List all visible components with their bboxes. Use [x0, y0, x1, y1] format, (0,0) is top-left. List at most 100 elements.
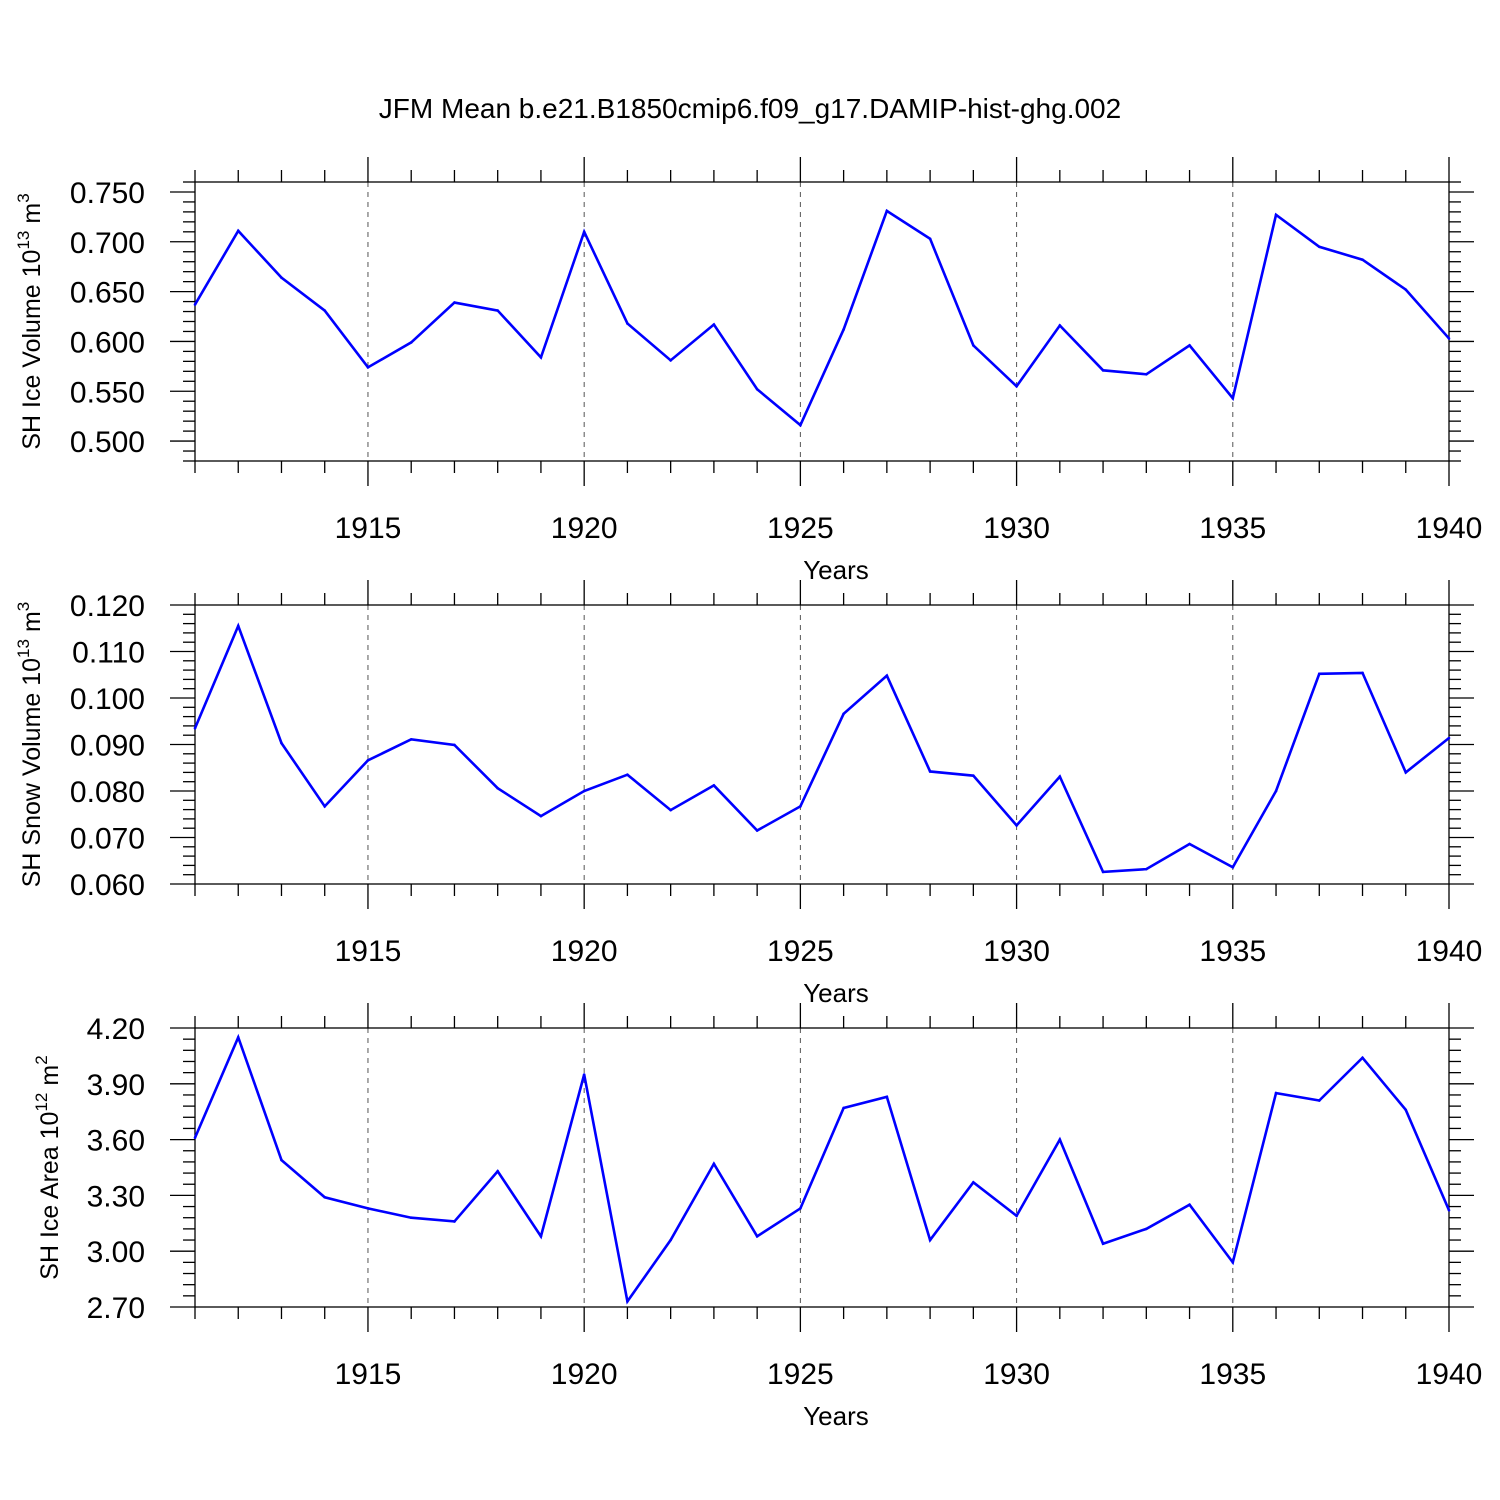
data-point — [1361, 671, 1364, 675]
y-axis-title-unit: m — [36, 1065, 64, 1086]
panel-3: 2.70 3.00 3.30 3.60 3.90 4.20 1915 1920 1925 1930… — [32, 1003, 1482, 1431]
y-tick-label: 0.060 — [70, 869, 145, 902]
data-point — [539, 1235, 543, 1238]
data-point — [1015, 824, 1018, 827]
data-point — [1145, 373, 1148, 376]
data-point — [1447, 736, 1451, 740]
y-tick-label: 2.70 — [87, 1292, 145, 1325]
plot-frame — [194, 1027, 1450, 1308]
x-axis-title: Years — [803, 978, 869, 1008]
data-point — [669, 808, 672, 812]
y-axis-title: SH Snow Volume 1013 m3 — [14, 602, 46, 888]
data-point — [453, 301, 456, 304]
data-point — [1317, 672, 1321, 676]
data-point — [453, 743, 456, 747]
data-point — [236, 1036, 240, 1039]
data-point — [453, 1220, 456, 1223]
data-point — [1231, 865, 1235, 869]
x-tick-label: 1935 — [1199, 512, 1266, 545]
panels: 0.500 0.550 0.600 0.650 0.700 0.750 1915 1920 19… — [14, 157, 1482, 1431]
data-point — [885, 1095, 889, 1099]
y-tick-label: 0.070 — [70, 823, 145, 856]
data-point — [626, 773, 629, 777]
data-point — [1361, 258, 1364, 262]
data-point — [409, 1216, 413, 1220]
y-tick-label: 0.600 — [70, 326, 145, 359]
y-axis-title: SH Ice Area 1012 m2 — [32, 1055, 64, 1279]
data-point — [928, 1238, 932, 1242]
x-tick-label: 1915 — [335, 512, 402, 545]
data-point — [366, 1207, 370, 1210]
data-point — [1145, 1227, 1148, 1231]
data-point — [972, 344, 975, 347]
x-axis-title: Years — [803, 1401, 869, 1431]
data-point — [842, 328, 845, 331]
data-point — [1274, 213, 1278, 217]
y-tick-label: 3.30 — [87, 1180, 145, 1213]
x-tick-label: 1935 — [1199, 935, 1266, 968]
y-tick-label: 0.750 — [70, 177, 145, 210]
data-point — [582, 789, 586, 793]
x-tick-label: 1915 — [335, 935, 402, 968]
y-tick-label: 0.120 — [70, 590, 145, 623]
x-tick-label: 1935 — [1199, 1358, 1266, 1391]
data-point — [1058, 1138, 1062, 1141]
y-axis-title-text: SH Snow Volume 10 — [18, 658, 46, 887]
x-tick-label: 1930 — [983, 1358, 1050, 1391]
data-point — [193, 303, 197, 306]
data-point — [972, 774, 975, 777]
data-point — [1188, 842, 1191, 846]
y-tick-label: 0.500 — [70, 426, 145, 459]
data-point — [280, 276, 283, 279]
x-tick-label: 1930 — [983, 935, 1050, 968]
data-point — [236, 624, 240, 628]
data-point — [1231, 396, 1235, 400]
data-point — [409, 738, 413, 741]
data-point — [496, 1169, 499, 1173]
y-tick-label: 3.90 — [87, 1069, 145, 1102]
data-point — [496, 309, 499, 312]
data-point — [323, 309, 327, 312]
data-point — [323, 1195, 327, 1199]
data-point — [539, 814, 543, 818]
panel-2: 0.060 0.070 0.080 0.090 0.100 0.110 0.120 1915 1… — [14, 580, 1482, 1008]
y-axis-title-exponent: 12 — [32, 1093, 51, 1112]
x-tick-label: 1930 — [983, 512, 1050, 545]
x-tick-label: 1925 — [767, 935, 834, 968]
y-axis-title-exponent: 13 — [14, 231, 33, 250]
data-point — [280, 741, 283, 745]
data-point — [712, 1162, 716, 1166]
y-tick-label: 3.60 — [87, 1125, 145, 1158]
data-point — [1447, 1208, 1451, 1212]
x-tick-label: 1920 — [551, 1358, 618, 1391]
data-point — [928, 770, 932, 773]
data-point — [1274, 1091, 1278, 1095]
x-tick-label: 1940 — [1416, 935, 1483, 968]
data-point — [626, 322, 629, 325]
data-point — [1361, 1056, 1364, 1060]
y-tick-label: 0.550 — [70, 376, 145, 409]
panel-1: 0.500 0.550 0.600 0.650 0.700 0.750 1915 1920 19… — [14, 157, 1482, 585]
y-tick-label: 0.700 — [70, 227, 145, 260]
x-axis-title: Years — [803, 555, 869, 585]
data-point — [842, 1106, 845, 1110]
data-point — [972, 1181, 975, 1184]
y-tick-label: 0.110 — [72, 637, 145, 670]
data-point — [1101, 870, 1105, 874]
y-axis-title-unit-exponent: 3 — [14, 602, 33, 611]
data-point — [280, 1158, 283, 1162]
data-point — [799, 805, 802, 808]
data-point — [1274, 789, 1278, 793]
data-point — [1404, 1108, 1408, 1112]
data-point — [842, 712, 845, 716]
data-point — [755, 387, 759, 391]
y-tick-label: 0.100 — [70, 683, 145, 716]
data-point — [885, 209, 889, 213]
data-point — [755, 1235, 759, 1238]
data-point — [193, 726, 197, 730]
y-tick-label: 4.20 — [87, 1013, 145, 1046]
figure-title: JFM Mean b.e21.B1850cmip6.f09_g17.DAMIP-… — [379, 93, 1121, 124]
y-tick-label: 0.650 — [70, 277, 145, 310]
data-point — [539, 356, 543, 359]
